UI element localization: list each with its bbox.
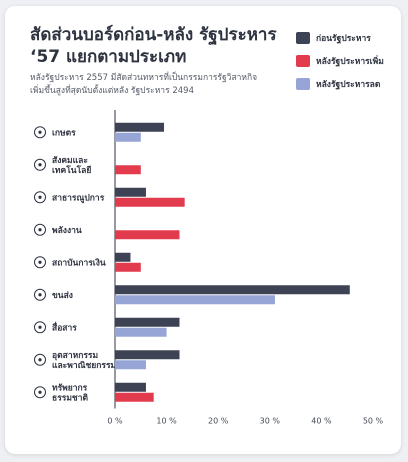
category-label-line: และพาณิชยกรรม	[52, 360, 116, 371]
legend-swatch-decrease	[296, 78, 310, 90]
category-label-line: ธรรมชาติ	[52, 392, 88, 403]
category-label-7: อุตสาหกรรมและพาณิชยกรรม	[52, 351, 116, 371]
power-icon	[34, 223, 46, 236]
bar-before-8	[115, 382, 146, 392]
category-label-8: ทรัพยากรธรรมชาติ	[52, 382, 88, 403]
bar-after-8	[115, 392, 154, 402]
bar-after-0	[115, 132, 141, 142]
bar-after-1	[115, 165, 141, 175]
chart-title: สัดส่วนบอร์ดก่อน-หลัง รัฐประหาร ‘57 แยกต…	[30, 25, 277, 67]
bar-before-0	[115, 122, 165, 132]
legend-swatch-increase	[296, 55, 310, 67]
truck-icon-dot	[38, 293, 42, 297]
wheat-icon	[34, 126, 46, 139]
phone-icon	[34, 321, 46, 334]
coin-icon	[34, 256, 46, 269]
x-tick-label: 20 %	[208, 417, 229, 426]
chart-legend: ก่อนรัฐประหาร หลังรัฐประหารเพิ่ม หลังรัฐ…	[296, 31, 384, 100]
coin-icon-dot	[38, 260, 42, 264]
category-label-1: สังคมและเทคโนโลยี	[52, 155, 91, 176]
legend-label-decrease: หลังรัฐประหารลด	[316, 80, 381, 90]
x-tick-label: 0 %	[107, 417, 123, 426]
mountain-icon	[34, 386, 46, 399]
factory-icon	[34, 353, 46, 366]
mountain-icon-dot	[38, 390, 42, 394]
legend-label-increase: หลังรัฐประหารเพิ่ม	[316, 57, 384, 67]
x-tick-label: 40 %	[311, 417, 332, 426]
chart-card	[5, 6, 401, 454]
power-icon-dot	[38, 228, 42, 232]
category-label-2: สาธารณูปการ	[52, 193, 105, 203]
bar-after-6	[115, 327, 167, 337]
bar-after-4	[115, 262, 141, 272]
bar-after-5	[115, 295, 275, 305]
globe-icon	[34, 158, 46, 171]
bar-before-7	[115, 350, 180, 360]
category-label-3: พลังงาน	[52, 225, 82, 236]
category-label-line: เทคโนโลยี	[52, 165, 91, 176]
legend-item-decrease: หลังรัฐประหารลด	[296, 77, 384, 91]
category-label-line: อุตสาหกรรม	[52, 351, 98, 361]
bar-before-6	[115, 317, 180, 327]
legend-item-before: ก่อนรัฐประหาร	[296, 31, 384, 45]
bar-after-7	[115, 360, 146, 370]
x-tick-label: 10 %	[156, 417, 177, 426]
droplet-icon	[34, 191, 46, 204]
x-tick-label: 30 %	[260, 417, 281, 426]
legend-label-before: ก่อนรัฐประหาร	[316, 34, 371, 44]
bar-after-3	[115, 230, 180, 240]
category-label-4: สถาบันการเงิน	[52, 257, 106, 268]
globe-icon-dot	[38, 163, 42, 167]
wheat-icon-dot	[38, 130, 42, 134]
legend-swatch-before	[296, 32, 310, 44]
bar-after-2	[115, 197, 185, 207]
factory-icon-dot	[38, 358, 42, 362]
legend-item-increase: หลังรัฐประหารเพิ่ม	[296, 54, 384, 68]
bar-before-2	[115, 187, 146, 197]
x-tick-label: 50 %	[363, 417, 384, 426]
category-label-0: เกษตร	[52, 128, 76, 138]
bar-before-4	[115, 252, 131, 262]
category-label-line: ทรัพยากร	[52, 382, 88, 393]
truck-icon	[34, 288, 46, 301]
category-label-6: สื่อสาร	[52, 320, 77, 333]
category-label-line: สังคมและ	[52, 155, 88, 166]
droplet-icon-dot	[38, 195, 42, 199]
bar-before-5	[115, 285, 350, 295]
chart-subtitle: หลังรัฐประหาร 2557 มีสัดส่วนทหารที่เป็นก…	[30, 73, 258, 96]
phone-icon-dot	[38, 325, 42, 329]
category-label-5: ขนส่ง	[52, 290, 73, 301]
